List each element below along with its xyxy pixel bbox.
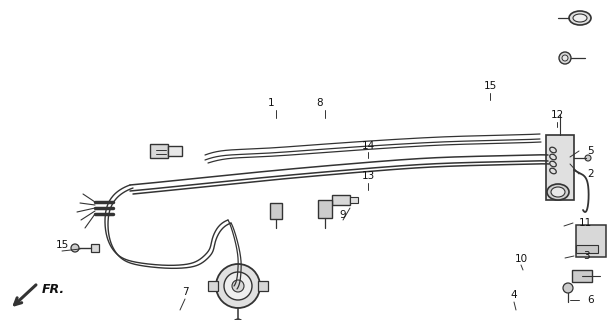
Circle shape <box>562 55 568 61</box>
Text: 5: 5 <box>588 146 595 156</box>
Bar <box>150 144 168 158</box>
Bar <box>318 200 332 218</box>
Text: 9: 9 <box>340 210 346 220</box>
Bar <box>91 244 99 252</box>
Ellipse shape <box>547 184 569 200</box>
Bar <box>576 225 606 257</box>
Text: 1: 1 <box>268 98 274 108</box>
Text: 3: 3 <box>583 251 590 261</box>
Text: 15: 15 <box>56 240 68 250</box>
Text: FR.: FR. <box>42 283 65 296</box>
Circle shape <box>233 319 243 320</box>
Bar <box>572 270 592 282</box>
Text: 6: 6 <box>588 295 595 305</box>
Bar <box>350 197 358 203</box>
Ellipse shape <box>573 14 587 22</box>
Circle shape <box>559 52 571 64</box>
Bar <box>258 281 268 291</box>
Circle shape <box>585 155 591 161</box>
Bar <box>270 203 282 219</box>
Circle shape <box>563 283 573 293</box>
Text: 12: 12 <box>551 110 563 120</box>
Text: 8: 8 <box>316 98 323 108</box>
Text: 14: 14 <box>361 141 375 151</box>
Bar <box>332 195 350 205</box>
Ellipse shape <box>569 11 591 25</box>
Text: 10: 10 <box>514 254 527 264</box>
Bar <box>576 245 598 253</box>
Text: 11: 11 <box>579 218 591 228</box>
Text: 4: 4 <box>511 290 518 300</box>
Bar <box>208 281 218 291</box>
Circle shape <box>232 280 244 292</box>
Text: 7: 7 <box>181 287 188 297</box>
Bar <box>546 135 574 200</box>
Text: 2: 2 <box>588 169 595 179</box>
Text: 15: 15 <box>483 81 497 91</box>
Ellipse shape <box>551 187 565 197</box>
Circle shape <box>224 272 252 300</box>
Bar <box>168 146 182 156</box>
Text: 13: 13 <box>361 171 375 181</box>
Circle shape <box>71 244 79 252</box>
Circle shape <box>216 264 260 308</box>
